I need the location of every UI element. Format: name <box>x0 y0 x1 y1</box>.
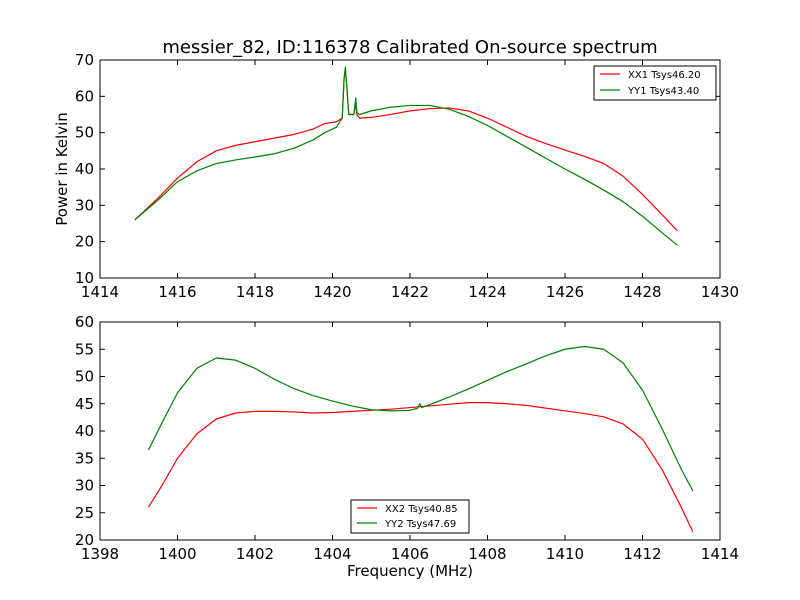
y-tick-label: 10 <box>75 269 94 287</box>
y-tick-label: 55 <box>75 340 94 358</box>
x-tick-label: 1420 <box>313 283 351 301</box>
x-tick-label: 1398 <box>81 545 119 563</box>
y-tick-label: 30 <box>75 477 94 495</box>
legend-box <box>350 499 470 534</box>
top-plot-area: 1414 1416 1418 1420 1422 1424 1426 1428 1430 10 20… <box>75 51 739 301</box>
y-tick-label: 60 <box>75 313 94 331</box>
y-tick-label: 20 <box>75 233 94 251</box>
y-tick-label: 35 <box>75 449 94 467</box>
x-tick-label: 1412 <box>623 545 661 563</box>
chart-title: messier_82, ID:116378 Calibrated On-sour… <box>162 37 657 58</box>
x-tick-label: 1408 <box>468 545 506 563</box>
y-tick-label: 60 <box>75 87 94 105</box>
x-tick-label: 1402 <box>236 545 274 563</box>
top-panel: messier_82, ID:116378 Calibrated On-sour… <box>53 37 739 301</box>
series-line-yy1 <box>134 66 678 246</box>
bottom-panel: Frequency (MHz) 1398 1400 1402 1404 1406 1408… <box>75 313 739 580</box>
legend-label-yy1: YY1 Tsys43.40 <box>627 86 699 97</box>
x-axis-label: Frequency (MHz) <box>347 562 473 580</box>
x-tick-label: 1416 <box>158 283 196 301</box>
y-tick-label: 25 <box>75 504 94 522</box>
x-tick-label: 1418 <box>236 283 274 301</box>
series-line-yy2 <box>147 345 694 492</box>
legend-label-yy2: YY2 Tsys47.69 <box>384 519 456 530</box>
y-tick-label: 50 <box>75 124 94 142</box>
legend-box <box>593 65 717 101</box>
y-tick-label: 40 <box>75 422 94 440</box>
legend-label-xx1: XX1 Tsys46.20 <box>628 70 701 81</box>
top-legend: XX1 Tsys46.20 YY1 Tsys43.40 <box>593 65 717 101</box>
y-tick-label: 45 <box>75 395 94 413</box>
x-tick-label: 1424 <box>468 283 506 301</box>
series-line-xx2 <box>147 402 694 533</box>
y-tick-label: 50 <box>75 368 94 386</box>
y-tick-label: 30 <box>75 196 94 214</box>
x-tick-label: 1400 <box>158 545 196 563</box>
y-tick-label: 40 <box>75 160 94 178</box>
x-tick-label: 1414 <box>81 283 119 301</box>
x-tick-label: 1410 <box>546 545 584 563</box>
y-tick-label: 70 <box>75 51 94 69</box>
y-tick-label: 20 <box>75 531 94 549</box>
y-axis-label: Power in Kelvin <box>53 112 71 226</box>
x-tick-label: 1422 <box>391 283 429 301</box>
bottom-legend: XX2 Tsys40.85 YY2 Tsys47.69 <box>350 499 470 534</box>
x-tick-label: 1406 <box>391 545 429 563</box>
x-tick-label: 1430 <box>701 283 739 301</box>
x-tick-label: 1414 <box>701 545 739 563</box>
x-tick-label: 1426 <box>546 283 584 301</box>
x-tick-label: 1428 <box>623 283 661 301</box>
legend-label-xx2: XX2 Tsys40.85 <box>385 504 458 515</box>
x-tick-label: 1404 <box>313 545 351 563</box>
bottom-plot-area: 1398 1400 1402 1404 1406 1408 1410 1412 1414 20 25… <box>75 313 739 563</box>
